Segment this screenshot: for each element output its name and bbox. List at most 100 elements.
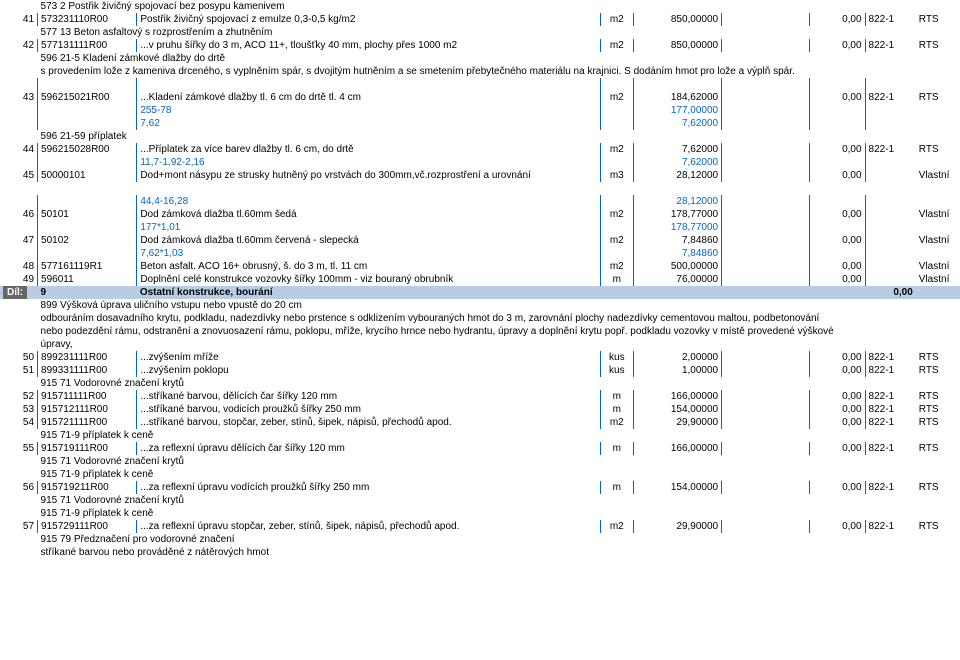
unit-price [722, 390, 810, 403]
unit: m3 [600, 169, 633, 182]
qty: 500,00000 [633, 260, 721, 273]
row-item: 53915712111R00...stříkané barvou, vodicí… [0, 403, 960, 416]
item-code: 899331111R00 [38, 364, 137, 377]
row-calc: 7,627,62000 [0, 117, 960, 130]
qty: 29,90000 [633, 416, 721, 429]
row-num: 55 [0, 442, 38, 455]
source: RTS [916, 364, 960, 377]
item-code: 915729111R00 [38, 520, 137, 533]
qty: 166,00000 [633, 390, 721, 403]
unit: m [600, 442, 633, 455]
item-desc: Postřik živičný spojovací z emulze 0,3-0… [137, 13, 600, 26]
item-code: 50102 [38, 234, 137, 247]
budget-table: 573 2 Postřik živičný spojovací bez posy… [0, 0, 960, 559]
row-calc: 44,4-16,2828,12000 [0, 195, 960, 208]
total: 0,00 [810, 520, 865, 533]
unit: kus [600, 351, 633, 364]
unit-price [722, 143, 810, 156]
list-code: 822-1 [865, 143, 916, 156]
list-code: 822-1 [865, 351, 916, 364]
list-code: 822-1 [865, 416, 916, 429]
calc-val: 178,77000 [633, 221, 721, 234]
source: RTS [916, 520, 960, 533]
list-code: 822-1 [865, 442, 916, 455]
source: RTS [916, 39, 960, 52]
qty: 28,12000 [633, 169, 721, 182]
item-desc: ...za reflexní úpravu vodících proužků š… [137, 481, 600, 494]
item-desc: ...zvýšením mříže [137, 351, 600, 364]
unit: m [600, 481, 633, 494]
source: Vlastní [916, 208, 960, 221]
row-item: 42577131111R00...v pruhu šířky do 3 m, A… [0, 39, 960, 52]
unit-price [722, 273, 810, 286]
row-header: 915 71-9 příplatek k ceně [0, 429, 960, 442]
header-text: 915 79 Předznačení pro vodorovné značení [38, 533, 960, 546]
row-num: 46 [0, 208, 38, 221]
unit-price [722, 169, 810, 182]
row-calc: 177*1,01 178,77000 [0, 221, 960, 234]
row-header: 915 71 Vodorovné značení krytů [0, 377, 960, 390]
calc-val: 7,62000 [633, 156, 721, 169]
unit: m2 [600, 208, 633, 221]
source: RTS [916, 390, 960, 403]
header-text: odbouráním dosavadního krytu, podkladu, … [38, 312, 960, 325]
row-item: 49596011Doplnění celé konstrukce vozovky… [0, 273, 960, 286]
header-text: 596 21-5 Kladení zámkové dlažby do drtě [38, 52, 960, 65]
unit-price [722, 234, 810, 247]
qty: 154,00000 [633, 481, 721, 494]
item-code: 573231110R00 [38, 13, 137, 26]
item-code: 915721111R00 [38, 416, 137, 429]
item-code: 596215021R00 [38, 91, 137, 104]
row-blank [0, 78, 960, 91]
total: 0,00 [810, 442, 865, 455]
header-text: 596 21-59 příplatek [38, 130, 960, 143]
row-num: 41 [0, 13, 38, 26]
unit-price [722, 39, 810, 52]
row-item: 41573231110R00Postřik živičný spojovací … [0, 13, 960, 26]
unit: m [600, 273, 633, 286]
unit-price [722, 442, 810, 455]
row-item: 52915711111R00...stříkané barvou, dělící… [0, 390, 960, 403]
list-code: 822-1 [865, 364, 916, 377]
calc-val: 7,62000 [633, 117, 721, 130]
section-num: 9 [38, 286, 137, 299]
header-text: stříkané barvou nebo prováděné z nátěrov… [38, 546, 960, 559]
calc-expr: 11,7-1,92-2,16 [137, 156, 600, 169]
row-header: 915 71 Vodorovné značení krytů [0, 494, 960, 507]
list-code [865, 273, 916, 286]
item-code: 915719211R00 [38, 481, 137, 494]
header-text: 915 71 Vodorovné značení krytů [38, 494, 960, 507]
unit-price [722, 208, 810, 221]
calc-expr: 177*1,01 [137, 221, 600, 234]
source: RTS [916, 351, 960, 364]
row-item: 4750102Dod zámková dlažba tl.60mm červen… [0, 234, 960, 247]
list-code [865, 208, 916, 221]
row-header: stříkané barvou nebo prováděné z nátěrov… [0, 546, 960, 559]
calc-val: 177,00000 [633, 104, 721, 117]
item-desc: ...za reflexní úpravu dělících čar šířky… [137, 442, 600, 455]
unit: m2 [600, 39, 633, 52]
row-num: 50 [0, 351, 38, 364]
row-num: 45 [0, 169, 38, 182]
item-code: 596011 [38, 273, 137, 286]
qty: 166,00000 [633, 442, 721, 455]
unit-price [722, 351, 810, 364]
header-text: 915 71-9 příplatek k ceně [38, 468, 960, 481]
total: 0,00 [810, 416, 865, 429]
unit-price [722, 403, 810, 416]
row-item: 4550000101Dod+mont násypu ze strusky hut… [0, 169, 960, 182]
total: 0,00 [810, 364, 865, 377]
total: 0,00 [810, 91, 865, 104]
row-calc: 11,7-1,92-2,16 7,62000 [0, 156, 960, 169]
row-header: 596 21-5 Kladení zámkové dlažby do drtě [0, 52, 960, 65]
item-desc: ...zvýšením poklopu [137, 364, 600, 377]
row-header: 915 71-9 příplatek k ceně [0, 468, 960, 481]
row-header: 915 71-9 příplatek k ceně [0, 507, 960, 520]
row-header: odbouráním dosavadního krytu, podkladu, … [0, 312, 960, 325]
header-text: 577 13 Beton asfaltový s rozprostřením a… [38, 26, 960, 39]
unit: m2 [600, 234, 633, 247]
header-text: 573 2 Postřik živičný spojovací bez posy… [38, 0, 960, 13]
unit: kus [600, 364, 633, 377]
unit: m2 [600, 91, 633, 104]
total: 0,00 [810, 13, 865, 26]
